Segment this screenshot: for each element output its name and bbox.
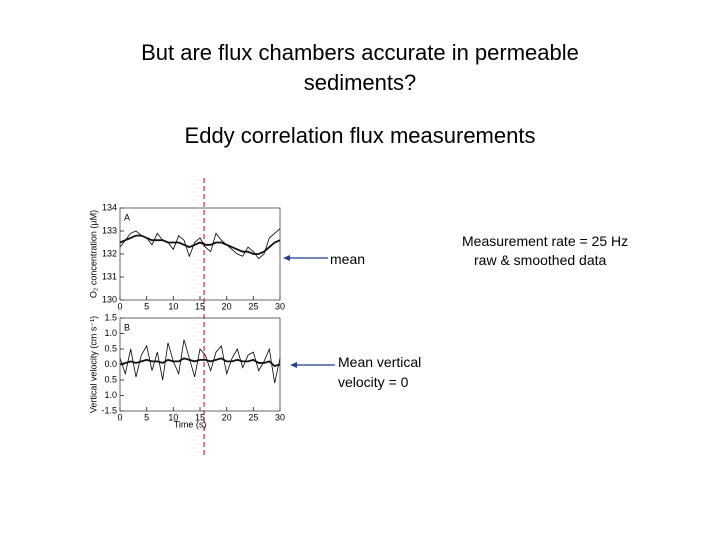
panel-label: A — [124, 212, 130, 222]
x-tick-label: 30 — [275, 301, 285, 311]
annotation: Measurement rate = 25 Hz — [462, 233, 629, 249]
y-tick-label: 134 — [102, 202, 117, 212]
annotation: mean — [330, 251, 366, 267]
x-tick-label: 5 — [144, 301, 149, 311]
series-line — [119, 339, 281, 384]
x-tick-label: 15 — [195, 301, 205, 311]
y-tick-label: 0.5 — [104, 343, 117, 353]
y-tick-label: 133 — [102, 225, 117, 235]
x-tick-label: 10 — [168, 412, 178, 422]
x-tick-label: 15 — [195, 412, 205, 422]
annotation: raw & smoothed data — [474, 252, 607, 268]
annotation: Mean vertical velocity = 0 — [338, 354, 422, 390]
y-axis-label: O₂ concentration (µM) — [88, 210, 98, 298]
x-tick-label: 25 — [248, 301, 258, 311]
y-axis-label: Vertical velocity (cm s⁻¹) — [88, 316, 98, 413]
slide-title: But are flux chambers accurate in permea… — [141, 40, 579, 95]
panel-label: B — [124, 322, 130, 332]
y-tick-label: 1.0 — [104, 390, 117, 400]
y-tick-label: 1.5 — [104, 312, 117, 322]
x-axis-label: Time (s) — [174, 419, 207, 429]
y-tick-label: 0.5 — [104, 374, 117, 384]
y-tick-label: 0.0 — [104, 359, 117, 369]
series-line — [119, 357, 281, 368]
y-tick-label: 130 — [102, 294, 117, 304]
y-tick-label: 1.0 — [104, 328, 117, 338]
y-tick-label: -1.5 — [101, 405, 117, 415]
x-tick-label: 0 — [117, 412, 122, 422]
arrow-head — [290, 362, 297, 368]
arrow-head — [283, 255, 290, 261]
x-tick-label: 30 — [275, 412, 285, 422]
x-tick-label: 25 — [248, 412, 258, 422]
slide-subtitle: Eddy correlation flux measurements — [184, 123, 536, 148]
x-tick-label: 5 — [144, 412, 149, 422]
plot-frame — [119, 317, 281, 412]
x-tick-label: 10 — [168, 301, 178, 311]
x-tick-label: 20 — [222, 412, 232, 422]
x-tick-label: 20 — [222, 301, 232, 311]
series-line — [119, 234, 281, 255]
y-tick-label: 131 — [102, 271, 117, 281]
y-tick-label: 132 — [102, 248, 117, 258]
x-tick-label: 0 — [117, 301, 122, 311]
